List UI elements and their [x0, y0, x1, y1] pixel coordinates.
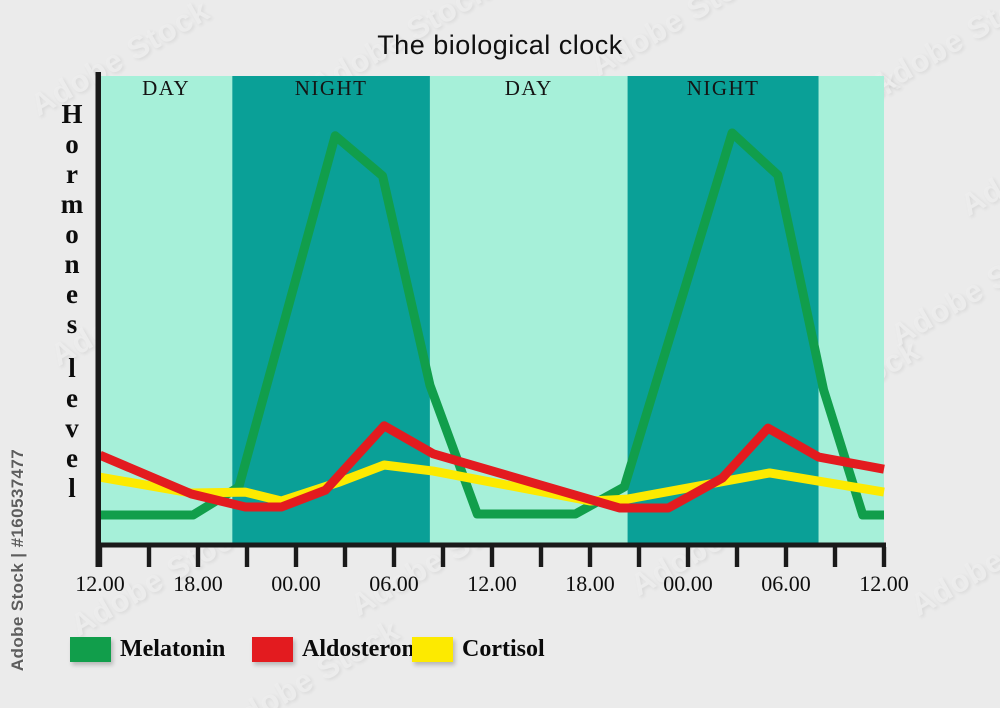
- legend-swatch-cortisol: [412, 637, 453, 662]
- x-axis-tick: [489, 547, 495, 567]
- x-tick-label: 00.00: [271, 571, 321, 596]
- x-tick-label: 00.00: [663, 571, 713, 596]
- x-axis-tick: [146, 547, 152, 567]
- legend-label-melatonin: Melatonin: [120, 636, 226, 662]
- band-label: NIGHT: [687, 76, 760, 100]
- x-tick-label: 12.00: [75, 571, 125, 596]
- x-axis-tick: [97, 547, 103, 567]
- band-label: DAY: [142, 76, 190, 100]
- x-tick-label: 18.00: [173, 571, 223, 596]
- x-axis-tick: [587, 547, 593, 567]
- y-axis-label-letter: o: [65, 219, 79, 249]
- series-line-melatonin: [100, 128, 884, 520]
- x-axis-tick: [538, 547, 544, 567]
- x-axis-tick: [195, 547, 201, 567]
- legend-item-cortisol: Cortisol: [412, 636, 545, 663]
- y-axis-label-letter: H: [61, 99, 83, 129]
- x-tick-label: 06.00: [761, 571, 811, 596]
- x-tick-label: 12.00: [859, 571, 909, 596]
- x-tick-label: 18.00: [565, 571, 615, 596]
- legend-swatch-aldosterone: [252, 637, 293, 662]
- y-axis-label-letter: m: [60, 189, 84, 219]
- y-axis-label-letter: v: [65, 413, 79, 443]
- x-tick-label: 12.00: [467, 571, 517, 596]
- series-line-cortisol: [99, 460, 885, 506]
- y-axis-label-letter: o: [65, 129, 79, 159]
- x-axis-tick: [734, 547, 740, 567]
- chart-title: The biological clock: [377, 30, 623, 60]
- x-axis-tick: [342, 547, 348, 567]
- x-axis-tick: [244, 547, 250, 567]
- y-axis-label-letter: e: [66, 443, 78, 473]
- y-axis-label-letter: l: [68, 473, 76, 503]
- legend-label-cortisol: Cortisol: [462, 636, 545, 662]
- x-axis-tick: [636, 547, 642, 567]
- band-label: NIGHT: [295, 76, 368, 100]
- x-axis-tick: [391, 547, 397, 567]
- y-axis-label-letter: s: [66, 309, 78, 339]
- band-label: DAY: [505, 76, 553, 100]
- y-axis-label-letter: e: [66, 383, 78, 413]
- x-axis-tick: [832, 547, 838, 567]
- y-axis-line: [95, 72, 101, 567]
- y-axis-label-letter: n: [64, 249, 80, 279]
- band-day: [100, 76, 233, 543]
- y-axis-label-letter: l: [68, 353, 76, 383]
- series-line-aldosterone: [98, 421, 885, 513]
- x-axis-tick: [783, 547, 789, 567]
- x-axis-tick: [440, 547, 446, 567]
- legend-label-aldosterone: Aldosterone: [302, 636, 426, 662]
- x-axis-tick: [685, 547, 691, 567]
- legend-item-aldosterone: Aldosterone: [252, 636, 426, 663]
- legend-item-melatonin: Melatonin: [70, 636, 225, 663]
- legend-swatch-melatonin: [70, 637, 111, 662]
- x-tick-label: 06.00: [369, 571, 419, 596]
- x-axis-tick: [881, 547, 887, 567]
- x-axis-tick: [293, 547, 299, 567]
- y-axis-label-letter: r: [66, 159, 78, 189]
- x-axis-line: [95, 542, 886, 548]
- y-axis-label-letter: e: [66, 279, 78, 309]
- adobe-stock-id-watermark: Adobe Stock | #160537477: [8, 448, 27, 672]
